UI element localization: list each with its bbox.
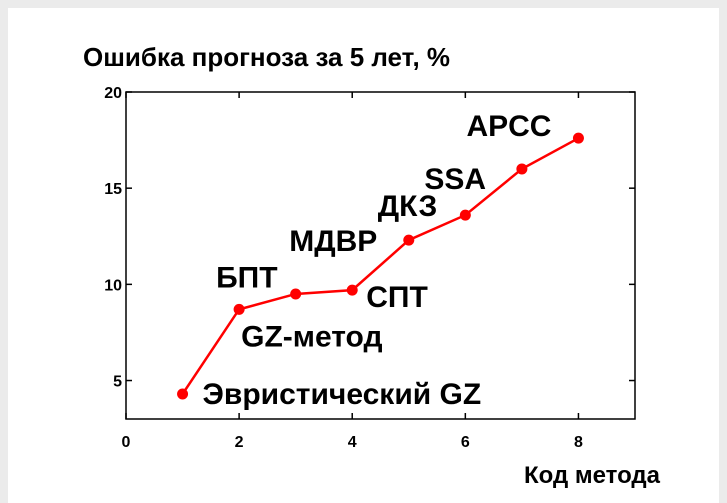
x-tick-label: 6 [461, 434, 470, 451]
annotation-label: ДКЗ [378, 190, 438, 223]
data-point [459, 209, 471, 221]
line-chart: Ошибка прогноза за 5 лет, % 0 2 4 6 8 5 10 15 20… [83, 42, 661, 489]
x-tick-label: 2 [235, 434, 244, 451]
data-point [177, 388, 189, 400]
data-point [403, 234, 415, 246]
data-point [346, 284, 358, 296]
annotation-label: GZ-метод [241, 320, 382, 353]
annotation-label: СПТ [366, 281, 428, 314]
annotation-label: APCC [466, 110, 551, 143]
y-tick-label: 10 [104, 277, 122, 294]
x-axis-label: Код метода [524, 462, 661, 489]
plot-frame [125, 91, 636, 420]
data-point [233, 303, 245, 315]
annotation-label: Эвристический GZ [203, 378, 482, 411]
data-point [572, 132, 584, 144]
annotation-label: БПТ [216, 261, 277, 294]
annotation-label: МДВР [289, 225, 377, 258]
y-tick-label: 15 [104, 181, 122, 198]
chart-card: Ошибка прогноза за 5 лет, % 0 2 4 6 8 5 10 15 20… [8, 8, 719, 503]
chart-title: Ошибка прогноза за 5 лет, % [83, 42, 450, 72]
x-tick-label: 0 [122, 434, 131, 451]
x-tick-label: 8 [574, 434, 583, 451]
annotation-label: SSA [424, 163, 486, 196]
y-tick-label: 5 [113, 374, 122, 391]
y-tick-label: 20 [104, 85, 122, 102]
data-point [516, 163, 528, 175]
series-line [181, 137, 580, 395]
data-point [290, 288, 302, 300]
x-tick-label: 4 [348, 434, 357, 451]
